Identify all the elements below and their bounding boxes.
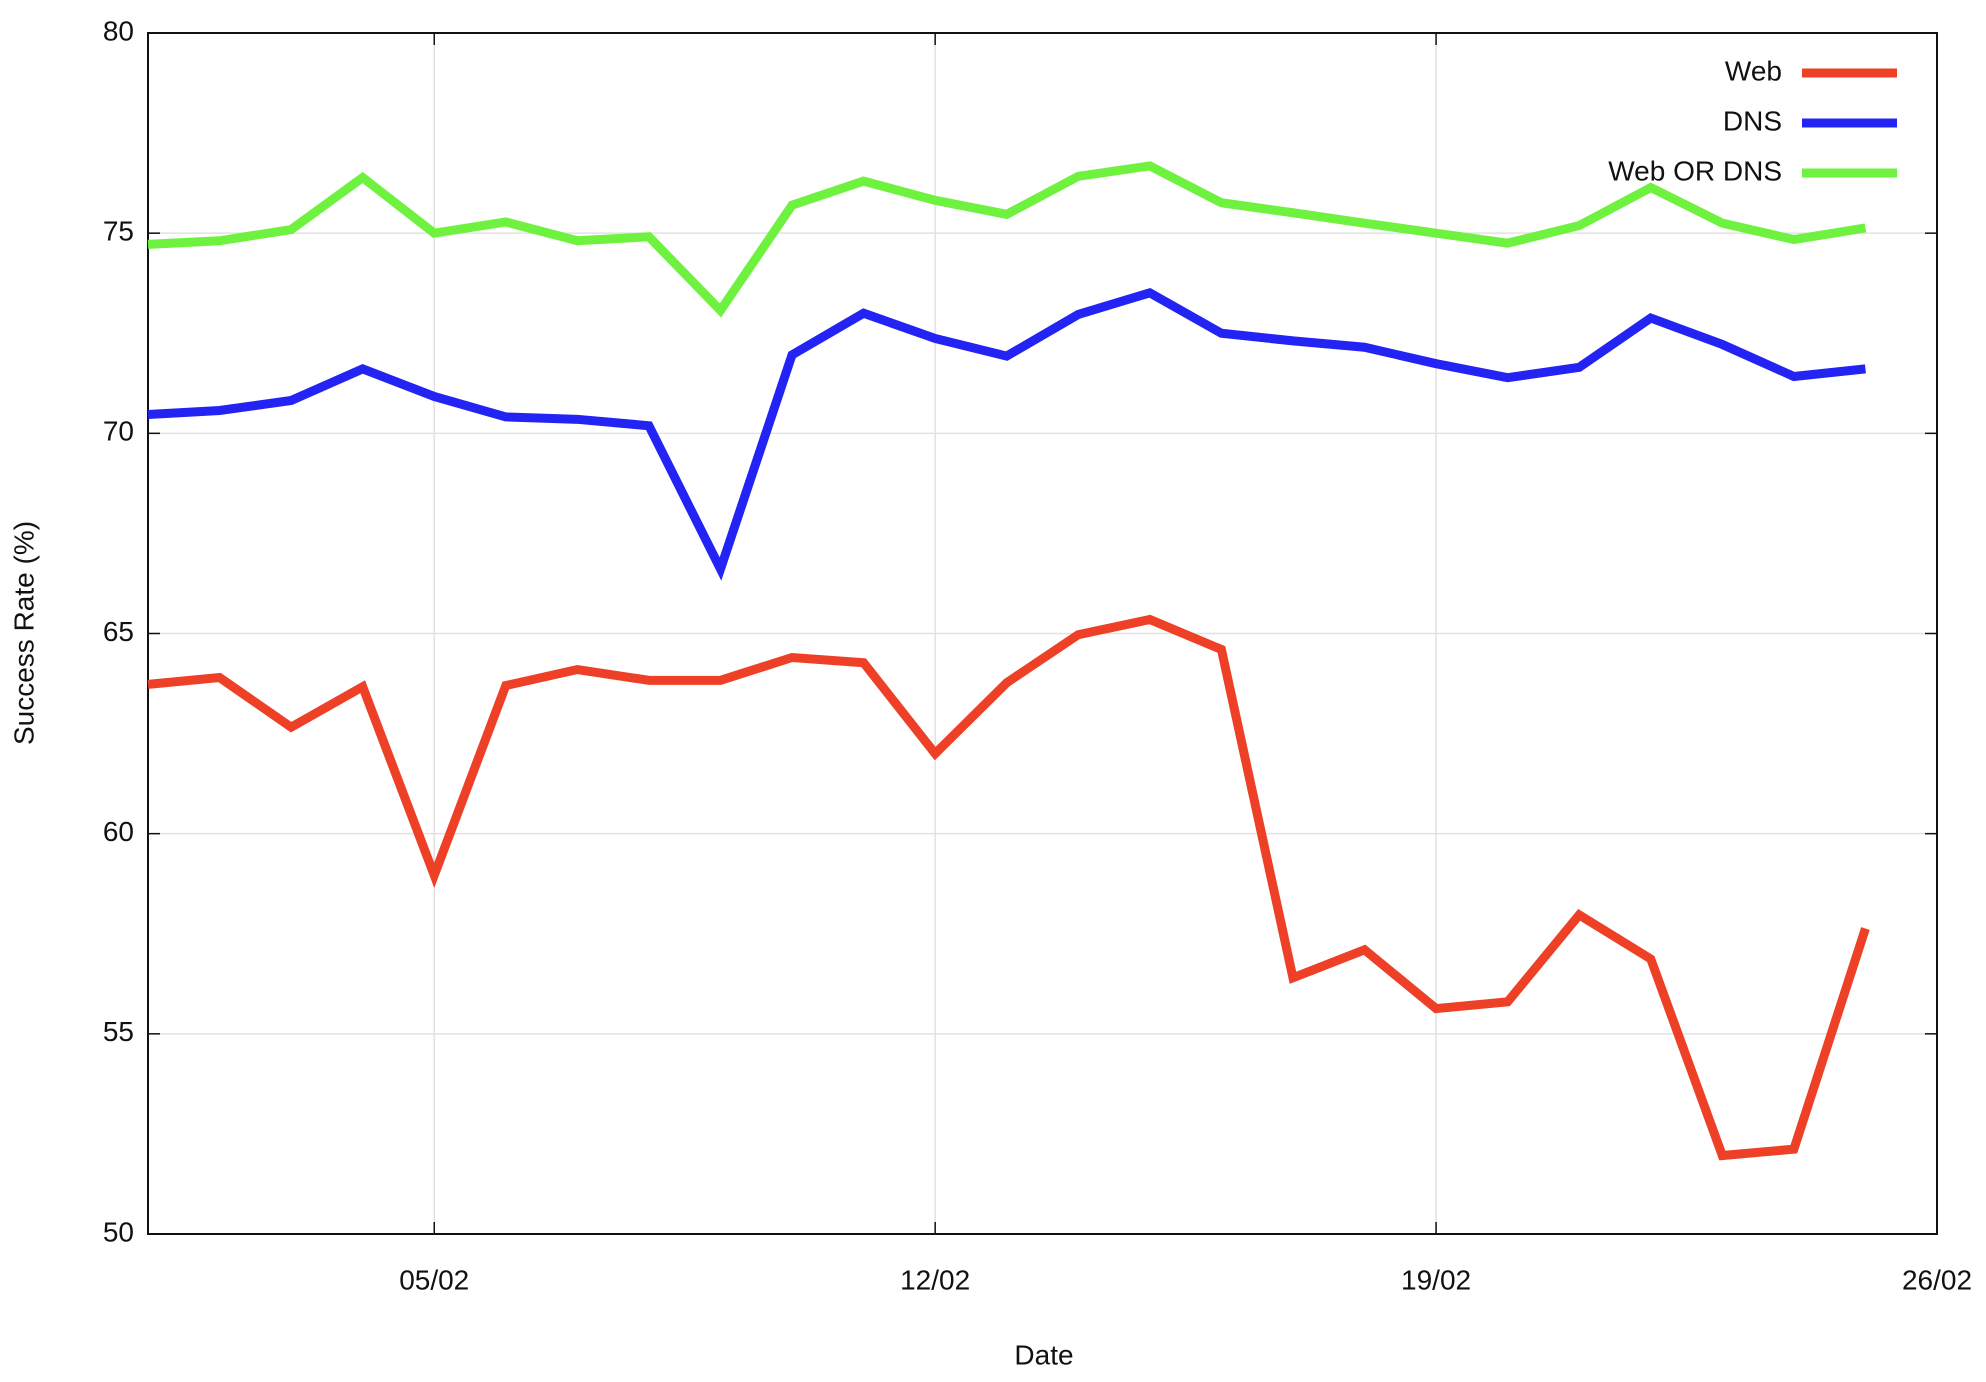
y-tick-label: 60 [103,816,134,847]
x-axis-label: Date [1014,1339,1073,1370]
legend-label: DNS [1723,105,1782,136]
y-tick-label: 50 [103,1216,134,1247]
y-axis-label: Success Rate (%) [8,521,39,745]
x-tick-label: 26/02 [1902,1264,1972,1295]
x-tick-label: 05/02 [399,1264,469,1295]
y-tick-label: 55 [103,1016,134,1047]
y-tick-label: 70 [103,416,134,447]
plot-frame [147,32,1938,1235]
y-tick-label: 65 [103,616,134,647]
x-tick-label: 12/02 [900,1264,970,1295]
series-line [147,161,1867,318]
series-line [147,287,1866,581]
y-tick-label: 80 [103,15,134,46]
legend-label: Web OR DNS [1608,155,1782,186]
legend-label: Web [1725,55,1782,86]
y-tick-label: 75 [103,216,134,247]
x-tick-label: 19/02 [1401,1264,1471,1295]
series-line [147,614,1870,1161]
